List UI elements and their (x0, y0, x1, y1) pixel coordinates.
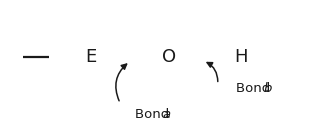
Text: E: E (85, 48, 97, 66)
Text: Bond: Bond (236, 82, 274, 95)
Text: b: b (263, 82, 272, 95)
Text: a: a (162, 108, 171, 121)
Text: Bond: Bond (135, 108, 173, 121)
Text: O: O (162, 48, 176, 66)
Text: H: H (234, 48, 247, 66)
